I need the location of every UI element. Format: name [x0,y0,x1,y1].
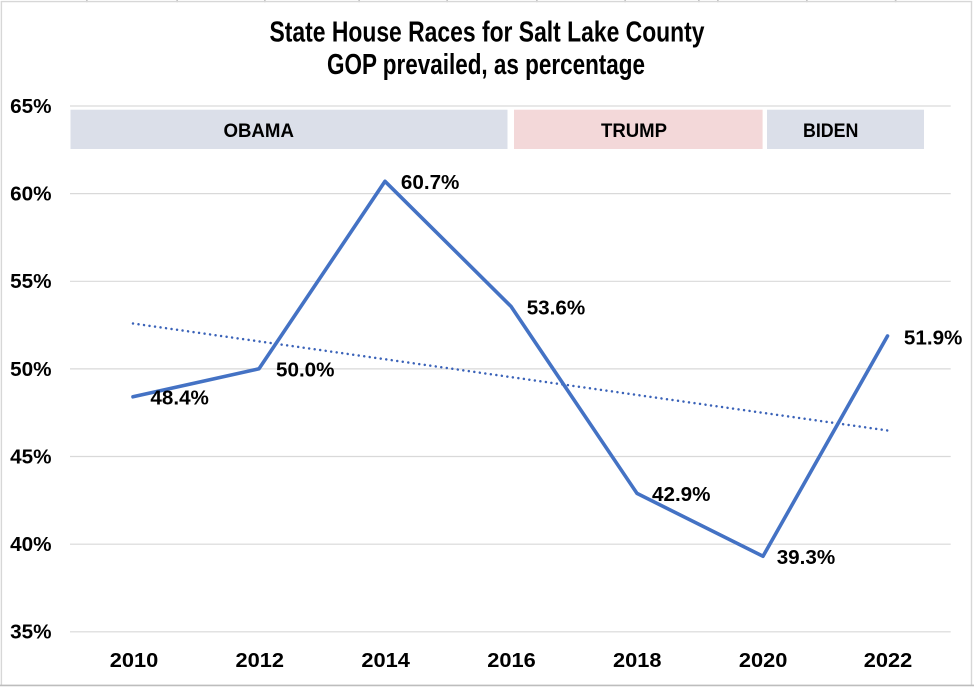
svg-text:55%: 55% [10,270,51,293]
svg-text:2022: 2022 [864,649,913,672]
svg-text:60%: 60% [10,183,51,206]
svg-text:53.6%: 53.6% [527,297,586,320]
svg-text:2012: 2012 [236,649,285,672]
svg-text:40%: 40% [10,533,51,556]
svg-text:2016: 2016 [487,649,536,672]
svg-text:50.0%: 50.0% [276,359,335,382]
svg-text:50%: 50% [10,358,51,381]
svg-text:2010: 2010 [110,649,159,672]
svg-text:TRUMP: TRUMP [601,120,667,142]
svg-text:35%: 35% [10,621,51,644]
svg-text:BIDEN: BIDEN [803,120,859,142]
svg-text:2018: 2018 [613,649,662,672]
svg-text:2020: 2020 [739,649,788,672]
svg-text:State House Races for Salt Lak: State House Races for Salt Lake County [270,16,705,48]
svg-text:65%: 65% [10,95,51,118]
svg-text:39.3%: 39.3% [777,546,836,569]
svg-text:OBAMA: OBAMA [223,120,294,142]
svg-text:51.9%: 51.9% [904,327,963,350]
svg-text:60.7%: 60.7% [401,171,460,194]
svg-text:45%: 45% [10,445,51,468]
svg-text:42.9%: 42.9% [652,483,711,506]
svg-text:GOP prevailed, as percentage: GOP prevailed, as percentage [327,49,645,81]
svg-text:2014: 2014 [361,649,410,672]
svg-text:48.4%: 48.4% [150,387,209,410]
